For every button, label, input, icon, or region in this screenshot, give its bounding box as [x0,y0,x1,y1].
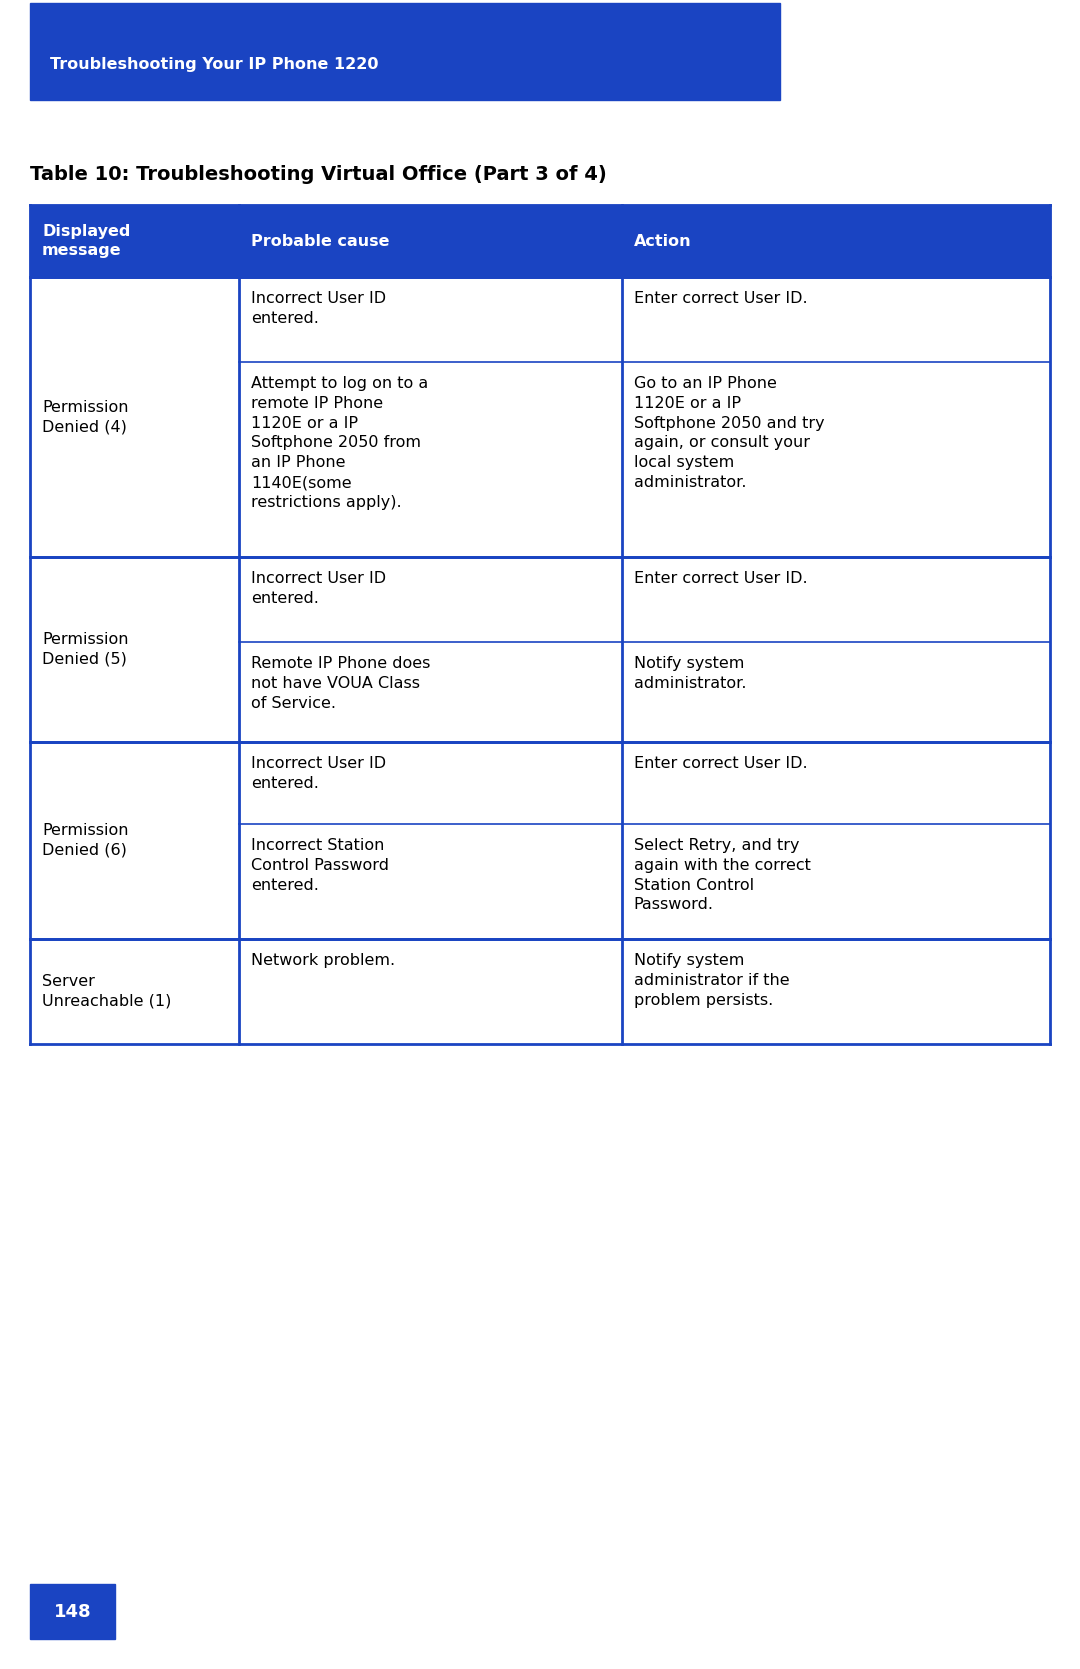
Text: Permission
Denied (4): Permission Denied (4) [42,399,129,434]
Text: Enter correct User ID.: Enter correct User ID. [634,290,807,305]
Text: Enter correct User ID.: Enter correct User ID. [634,571,807,586]
Text: Incorrect User ID
entered.: Incorrect User ID entered. [251,290,387,325]
Text: Attempt to log on to a
remote IP Phone
1120E or a IP
Softphone 2050 from
an IP P: Attempt to log on to a remote IP Phone 1… [251,376,429,509]
Text: Action: Action [634,234,691,249]
Text: Displayed
message: Displayed message [42,224,131,257]
Text: Troubleshooting Your IP Phone 1220: Troubleshooting Your IP Phone 1220 [50,57,378,72]
Text: Enter correct User ID.: Enter correct User ID. [634,756,807,771]
Text: Network problem.: Network problem. [251,953,395,968]
Bar [239,205,622,277]
Text: Incorrect User ID
entered.: Incorrect User ID entered. [251,756,387,791]
Bar [622,205,1050,277]
Bar [30,277,1050,557]
Text: Probable cause: Probable cause [251,234,390,249]
Text: Incorrect Station
Control Password
entered.: Incorrect Station Control Password enter… [251,838,389,893]
Bar [30,743,1050,940]
Bar [30,557,1050,743]
Text: Go to an IP Phone
1120E or a IP
Softphone 2050 and try
again, or consult your
lo: Go to an IP Phone 1120E or a IP Softphon… [634,376,824,491]
Text: Select Retry, and try
again with the correct
Station Control
Password.: Select Retry, and try again with the cor… [634,838,810,913]
Bar [30,940,1050,1045]
Bar [30,1584,114,1639]
Text: Table 10: Troubleshooting Virtual Office (Part 3 of 4): Table 10: Troubleshooting Virtual Office… [30,165,607,184]
Text: Notify system
administrator if the
problem persists.: Notify system administrator if the probl… [634,953,789,1008]
Text: Remote IP Phone does
not have VOUA Class
of Service.: Remote IP Phone does not have VOUA Class… [251,656,431,711]
Text: Notify system
administrator.: Notify system administrator. [634,656,746,691]
Text: Incorrect User ID
entered.: Incorrect User ID entered. [251,571,387,606]
Bar [30,205,239,277]
Text: Server
Unreachable (1): Server Unreachable (1) [42,975,172,1008]
Text: 148: 148 [54,1602,92,1621]
Text: Permission
Denied (6): Permission Denied (6) [42,823,129,858]
Text: Permission
Denied (5): Permission Denied (5) [42,633,129,668]
Bar [30,3,780,100]
